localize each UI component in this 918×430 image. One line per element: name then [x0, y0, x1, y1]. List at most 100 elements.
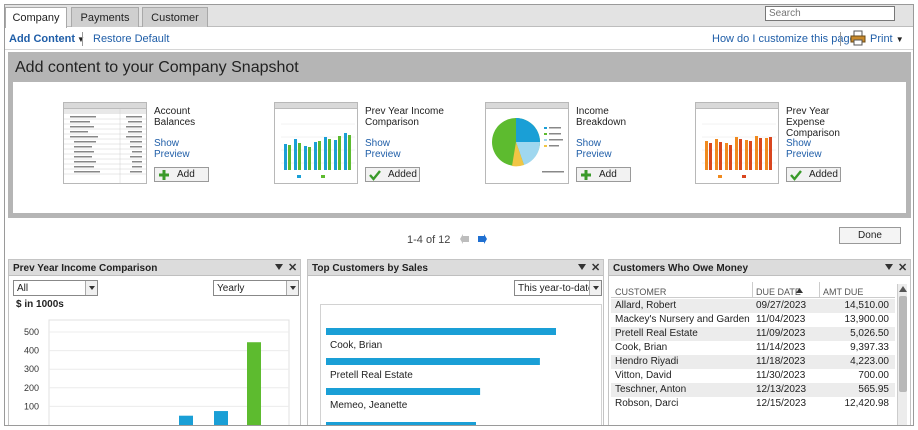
toolbar: Add Content ▼ Restore Default How do I cu…	[5, 28, 913, 50]
tab-payments[interactable]: Payments	[71, 7, 139, 27]
table-row[interactable]: Cook, Brian 11/14/2023 9,397.33	[611, 341, 895, 355]
show-preview-link[interactable]: Show Preview	[365, 138, 401, 160]
tab-company-label: Company	[12, 12, 60, 24]
customer-sales-bar[interactable]	[326, 422, 476, 426]
add-panel-title: Add content to your Company Snapshot	[15, 59, 299, 76]
plus-icon	[581, 170, 591, 180]
income-bar[interactable]	[214, 411, 228, 426]
customers-owe-table: CUSTOMER DUE DATE AMT DUE Allard, Robert…	[611, 282, 895, 425]
added-button-label: Added	[809, 169, 838, 180]
column-divider	[819, 282, 820, 298]
column-header-customer[interactable]: CUSTOMER	[615, 287, 667, 297]
search-input[interactable]	[765, 6, 895, 21]
plus-icon	[159, 170, 169, 180]
show-preview-link[interactable]: Show Preview	[576, 138, 612, 160]
print-label: Print	[870, 33, 893, 45]
widget-header: Top Customers by Sales ✕	[308, 260, 603, 276]
amt-due-cell: 4,223.00	[850, 356, 889, 367]
amt-due-cell: 13,900.00	[844, 314, 890, 325]
card-name: Account Balances	[154, 106, 196, 128]
add-content-button[interactable]: Add Content ▼	[9, 33, 85, 45]
table-row[interactable]: Vitton, David 11/30/2023 700.00	[611, 369, 895, 383]
income-bar[interactable]	[247, 342, 261, 426]
thumbnail-bar-graphic	[281, 123, 355, 178]
due-date-cell: 11/14/2023	[756, 342, 806, 353]
scrollbar-thumb[interactable]	[899, 296, 907, 392]
amt-due-cell: 14,510.00	[844, 300, 890, 311]
y-tick-label: 100	[24, 401, 39, 411]
chevron-down-icon	[85, 281, 97, 295]
printer-icon[interactable]	[850, 30, 866, 46]
added-button-label: Added	[388, 169, 417, 180]
tab-company[interactable]: Company	[5, 7, 67, 28]
table-row[interactable]: Allard, Robert 09/27/2023 14,510.00	[611, 299, 895, 313]
checkmark-icon	[790, 170, 802, 181]
add-button[interactable]: Add	[154, 167, 209, 182]
income-bar-chart: 500 400 300 200 100	[24, 319, 290, 426]
close-icon[interactable]: ✕	[591, 262, 601, 274]
widget-menu-icon[interactable]	[885, 264, 893, 270]
help-customize-link[interactable]: How do I customize this page?	[712, 33, 862, 45]
due-date-cell: 11/30/2023	[756, 370, 806, 381]
chart-unit-label: $ in 1000s	[16, 299, 64, 310]
table-row[interactable]: Teschner, Anton 12/13/2023 565.95	[611, 383, 895, 397]
tab-customer[interactable]: Customer	[142, 7, 208, 27]
table-row[interactable]: Hendro Riyadi 11/18/2023 4,223.00	[611, 355, 895, 369]
table-row[interactable]: Pretell Real Estate 11/09/2023 5,026.50	[611, 327, 895, 341]
print-menu[interactable]: Print ▼	[870, 33, 904, 45]
previous-page-icon[interactable]	[460, 234, 470, 244]
period-select[interactable]: This year-to-date	[514, 280, 602, 296]
period-select[interactable]: Yearly	[213, 280, 299, 296]
customer-cell: Mackey's Nursery and Garden ...	[615, 314, 750, 325]
table-row[interactable]: Mackey's Nursery and Garden ... 11/04/202…	[611, 313, 895, 327]
income-breakdown-thumbnail[interactable]	[485, 102, 569, 184]
thumbnail-pie-graphic	[492, 118, 564, 173]
widget-header: Customers Who Owe Money ✕	[609, 260, 910, 276]
top-customers-bar-chart: Cook, Brian Pretell Real Estate Memeo, Jea…	[326, 328, 556, 426]
amt-due-cell: 12,420.98	[844, 398, 890, 409]
tab-bar: Company Payments Customer	[5, 5, 913, 28]
customer-label: Cook, Brian	[330, 340, 382, 351]
close-icon[interactable]: ✕	[288, 262, 298, 274]
chevron-down-icon	[286, 281, 298, 295]
y-tick-label: 200	[24, 383, 39, 393]
table-scrollbar[interactable]	[897, 284, 907, 425]
thumbnail-table-graphic	[64, 109, 146, 183]
company-snapshot-window: Company Payments Customer Add Content▼ R…	[4, 4, 914, 426]
customer-cell: Hendro Riyadi	[615, 356, 679, 367]
period-value: Yearly	[217, 283, 245, 294]
widget-menu-icon[interactable]	[578, 264, 586, 270]
customer-cell: Vitton, David	[615, 370, 672, 381]
tab-payments-label: Payments	[80, 12, 130, 24]
added-button[interactable]: Added	[786, 167, 841, 182]
customer-sales-bar[interactable]	[326, 328, 556, 335]
y-tick-label: 400	[24, 346, 39, 356]
prev-year-expense-thumbnail[interactable]	[695, 102, 779, 184]
customer-sales-bar[interactable]	[326, 388, 481, 395]
next-page-icon[interactable]	[477, 234, 487, 244]
scroll-up-icon[interactable]	[899, 286, 907, 292]
customer-cell: Allard, Robert	[615, 300, 677, 311]
add-button[interactable]: Add	[576, 167, 631, 182]
widget-header: Prev Year Income Comparison ✕	[9, 260, 300, 276]
account-balances-thumbnail[interactable]	[63, 102, 147, 184]
added-button[interactable]: Added	[365, 167, 420, 182]
restore-default-link[interactable]: Restore Default	[93, 33, 170, 45]
show-preview-link[interactable]: Show Preview	[154, 138, 190, 160]
customer-sales-bar[interactable]	[326, 358, 540, 365]
income-bar[interactable]	[179, 415, 193, 426]
customer-cell: Teschner, Anton	[615, 384, 687, 395]
due-date-cell: 11/09/2023	[756, 328, 806, 339]
widget-menu-icon[interactable]	[275, 264, 283, 270]
column-header-due-date[interactable]: DUE DATE	[756, 287, 801, 297]
done-button[interactable]: Done	[839, 227, 901, 244]
customer-label: Pretell Real Estate	[330, 370, 413, 381]
add-button-label: Add	[177, 169, 195, 180]
column-header-amt-due[interactable]: AMT DUE	[823, 287, 864, 297]
table-row[interactable]: Robson, Darci 12/15/2023 12,420.98	[611, 397, 895, 411]
period-value: This year-to-date	[518, 283, 594, 294]
close-icon[interactable]: ✕	[898, 262, 908, 274]
show-preview-link[interactable]: Show Preview	[786, 138, 822, 160]
account-filter-select[interactable]: All	[13, 280, 98, 296]
prev-year-income-thumbnail[interactable]	[274, 102, 358, 184]
